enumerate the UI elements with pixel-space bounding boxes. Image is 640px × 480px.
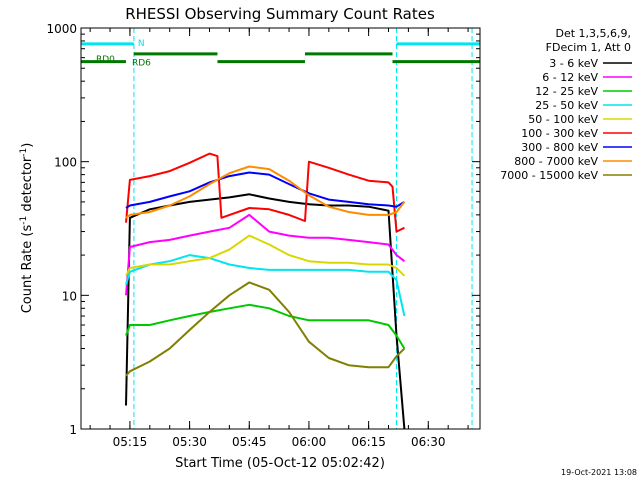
legend-entry-8: 7000 - 15000 keV (500, 169, 598, 182)
y-tick-label-2: 100 (54, 156, 77, 170)
series-line-1 (125, 213, 406, 296)
x-tick-label-4: 06:15 (351, 435, 386, 449)
legend-entry-1: 6 - 12 keV (542, 71, 598, 84)
series-line-7 (125, 165, 406, 219)
series-line-3 (125, 254, 406, 317)
flag-label-N: N (138, 39, 145, 49)
y-axis-label: Count Rate (s-1 detector-1) (19, 143, 35, 314)
legend-entry-6: 300 - 800 keV (521, 141, 598, 154)
series-line-2 (125, 303, 406, 350)
flag-bars: N RD0 RD6 (81, 39, 480, 69)
legend-entry-5: 100 - 300 keV (521, 127, 598, 140)
legend-entry-4: 50 - 100 keV (528, 113, 598, 126)
y-axis-label-mid: detector (20, 156, 35, 216)
y-tick-label-1: 10 (62, 289, 77, 303)
legend-header-1: FDecim 1, Att 0 (546, 41, 631, 54)
series-line-5 (125, 152, 405, 233)
y-axis-label-sup2: -1 (19, 148, 29, 157)
y-tick-label-3: 1000 (46, 22, 77, 36)
y-axis-label-sup1: -1 (19, 216, 29, 225)
legend-entry-7: 800 - 7000 keV (514, 155, 598, 168)
legend-entry-2: 12 - 25 keV (535, 85, 598, 98)
legend-entry-3: 25 - 50 keV (535, 99, 598, 112)
x-tick-label-1: 05:30 (172, 435, 207, 449)
x-tick-label-0: 05:15 (113, 435, 148, 449)
legend-header-0: Det 1,3,5,6,9, (555, 27, 631, 40)
plot-frame (80, 27, 481, 430)
x-axis-label: Start Time (05-Oct-12 05:02:42) (175, 456, 385, 471)
flag-label-RD0: RD0 (96, 55, 115, 65)
data-series (125, 152, 406, 430)
y-axis-label-main: Count Rate (s (20, 225, 35, 314)
y-axis-label-end: ) (20, 143, 35, 148)
x-tick-label-5: 06:30 (411, 435, 446, 449)
timestamp-footer: 19-Oct-2021 13:08 (561, 468, 637, 477)
series-line-6 (125, 171, 405, 209)
legend: Det 1,3,5,6,9,FDecim 1, Att 0 3 - 6 keV6 … (500, 27, 632, 182)
y-axis: 1 10 100 1000 (46, 22, 480, 437)
x-tick-label-2: 05:45 (232, 435, 267, 449)
x-tick-label-3: 06:00 (292, 435, 327, 449)
y-tick-label-0: 1 (69, 423, 77, 437)
series-line-4 (125, 234, 406, 277)
chart-title: RHESSI Observing Summary Count Rates (125, 5, 435, 23)
x-axis: 05:15 05:30 05:45 06:00 06:15 06:30 (89, 28, 469, 449)
flag-label-RD6: RD6 (132, 59, 151, 69)
legend-entry-0: 3 - 6 keV (549, 57, 598, 70)
series-line-8 (125, 281, 406, 377)
